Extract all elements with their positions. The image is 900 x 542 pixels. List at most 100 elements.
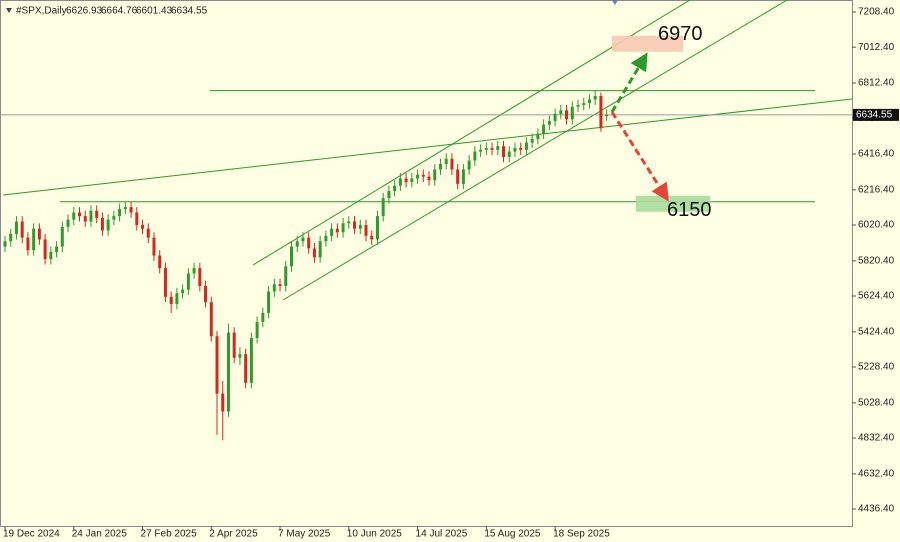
candle-body [37, 228, 41, 240]
candle-body [249, 338, 253, 383]
x-tick-label: 14 Jul 2025 [416, 529, 468, 540]
candle-body [570, 106, 574, 120]
ohlc-value: 6626.93 [66, 6, 103, 17]
candle-body [141, 225, 145, 229]
candle-body [163, 268, 167, 297]
candle-body [152, 237, 156, 256]
candle-body [416, 174, 420, 179]
candle-body [95, 210, 99, 218]
candle-body [118, 208, 122, 217]
candle-body [456, 169, 460, 184]
candle-body [444, 158, 448, 165]
candle-body [375, 216, 379, 240]
candle-body [536, 133, 540, 140]
candle-body [438, 164, 442, 170]
y-tick-label: 4436.40 [858, 504, 895, 515]
trendline [282, 0, 788, 301]
candle-body [175, 293, 179, 304]
candle-body [135, 212, 139, 226]
candle-body [100, 217, 104, 231]
candle-body [341, 223, 345, 233]
target-zone [612, 35, 683, 52]
candle-body [49, 251, 53, 260]
ohlc-value: 6634.55 [171, 6, 208, 17]
candle-body [490, 147, 494, 150]
candle-body [32, 228, 36, 251]
candle-body [461, 169, 465, 184]
candle-body [106, 219, 110, 231]
candle-body [158, 255, 162, 269]
candle-body [72, 212, 76, 220]
ohlc-value: 6664.76 [101, 6, 138, 17]
candle-body [89, 210, 93, 222]
candle-body [238, 354, 242, 358]
candle-body [427, 176, 431, 181]
x-tick-label: 2 Apr 2025 [209, 529, 258, 540]
y-tick-label: 5820.40 [858, 256, 895, 267]
candle-body [312, 248, 316, 258]
candle-body [272, 284, 276, 292]
candle-body [587, 99, 591, 104]
candle-body [507, 151, 511, 157]
candle-body [381, 198, 385, 217]
candle-body [450, 158, 454, 170]
symbol-icon [6, 8, 12, 13]
candle-body [295, 241, 299, 247]
candle-body [66, 219, 70, 227]
y-tick-label: 4632.40 [858, 469, 895, 480]
candle-body [496, 146, 500, 150]
candle-body [43, 239, 47, 260]
candle-body [576, 104, 580, 107]
candle-body [60, 226, 64, 247]
candle-body [479, 149, 483, 152]
candle-body [582, 103, 586, 105]
candle-body [26, 237, 30, 251]
candle-body [347, 221, 351, 224]
candle-body [335, 228, 339, 233]
candle-body [404, 178, 408, 183]
candle-body [255, 321, 259, 339]
candle-body [502, 146, 506, 157]
candle-body [215, 336, 219, 394]
candle-body [358, 225, 362, 229]
y-tick-label: 6020.40 [858, 220, 895, 231]
y-tick-label: 6216.40 [858, 185, 895, 196]
candle-body [330, 228, 334, 236]
candle-body [605, 114, 609, 117]
price-label: 6634.55 [856, 110, 893, 121]
y-tick-label: 4832.40 [858, 433, 895, 444]
candle-body [364, 225, 368, 236]
candle-body [519, 147, 523, 150]
candle-body [278, 284, 282, 287]
candle-body [370, 235, 374, 240]
candle-body [112, 216, 116, 220]
y-tick-label: 7012.40 [858, 42, 895, 53]
candle-body [301, 237, 305, 242]
y-tick-label: 7208.40 [858, 7, 895, 18]
candle-body [267, 291, 271, 313]
x-tick-label: 19 Dec 2024 [3, 529, 60, 540]
candle-body [186, 273, 190, 290]
candle-body [593, 95, 597, 100]
candle-body [307, 237, 311, 249]
x-tick-label: 15 Aug 2025 [484, 529, 541, 540]
candle-body [232, 332, 236, 358]
plot-frame [0, 0, 853, 527]
y-tick-label: 5424.40 [858, 327, 895, 338]
x-tick-label: 10 Jun 2025 [347, 529, 402, 540]
candle-body [473, 151, 477, 161]
target-label: 6150 [667, 199, 712, 221]
candle-body [3, 241, 7, 247]
y-tick-label: 5624.40 [858, 291, 895, 302]
candle-body [290, 246, 293, 267]
candle-body [542, 124, 546, 134]
candle-body [421, 174, 425, 177]
candle-body [129, 207, 133, 213]
candle-body [198, 268, 202, 287]
candle-body [524, 142, 528, 150]
x-tick-label: 24 Jan 2025 [72, 529, 127, 540]
candle-body [77, 212, 81, 217]
candle-body [83, 216, 87, 222]
